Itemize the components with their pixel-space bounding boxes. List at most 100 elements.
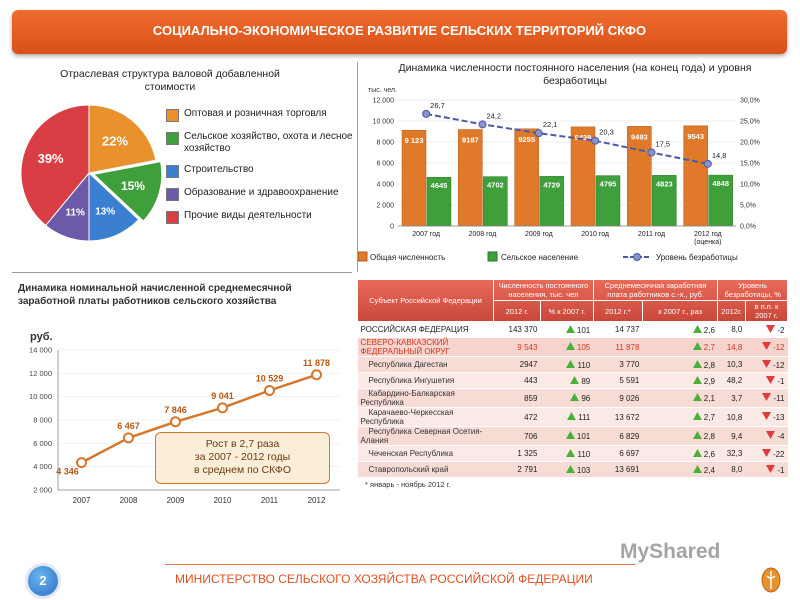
unemployment-label: 26,7 — [430, 101, 445, 110]
cell-unemployment: 3,7 — [731, 393, 743, 403]
cell-unemployment-pp: -13 — [772, 413, 785, 422]
table-cell: 3 770 — [593, 356, 643, 373]
y-axis-label: руб. — [30, 331, 53, 343]
x-tick-label: 2007 год — [412, 231, 440, 238]
cell-subject: СЕВЕРО-КАВКАЗСКИЙ ФЕДЕРАЛЬНЫЙ ОКРУГ — [360, 338, 450, 356]
table-cell: 89 — [540, 372, 594, 389]
table-cell: -1 — [745, 461, 788, 478]
growth-callout-line: за 2007 - 2012 годы — [194, 451, 291, 463]
trend-up-icon — [692, 431, 702, 439]
trend-up-icon — [565, 464, 575, 473]
th-salary: Среднемесячная заработная плата работник… — [592, 279, 719, 301]
table-cell: 443 — [493, 372, 541, 389]
page-title: СОЦИАЛЬНО-ЭКОНОМИЧЕСКОЕ РАЗВИТИЕ СЕЛЬСКИ… — [152, 23, 647, 38]
x-tick-note: (оценка) — [694, 239, 721, 246]
cell-salary: 14 737 — [614, 325, 640, 334]
unemployment-point — [534, 129, 543, 138]
cell-unemployment-pp: -1 — [777, 376, 785, 386]
table-cell: -22 — [745, 445, 788, 462]
cell-salary-times: 2,8 — [703, 432, 715, 441]
legend-swatch — [358, 251, 368, 262]
th-un-pp: в п.п. к 2007 г. — [744, 300, 789, 322]
salary-value-label: 4 346 — [56, 467, 79, 477]
x-tick-label: 2010 — [214, 496, 232, 505]
table-cell: Республика Дагестан — [357, 356, 494, 373]
th-unemployment: Уровень безработицы, % — [717, 279, 788, 301]
table-cell: РОССИЙСКАЯ ФЕДЕРАЦИЯ — [357, 321, 494, 338]
unemployment-label: 14,8 — [712, 151, 727, 160]
title-banner: СОЦИАЛЬНО-ЭКОНОМИЧЕСКОЕ РАЗВИТИЕ СЕЛЬСКИ… — [12, 10, 787, 54]
cell-population: 1 325 — [517, 449, 538, 458]
population-chart-title: Динамика численности постоянного населен… — [398, 62, 752, 87]
table-row: РОССИЙСКАЯ ФЕДЕРАЦИЯ 143 370 101 14 737 2,… — [357, 321, 788, 338]
cell-population: 472 — [524, 412, 538, 422]
table-row: Кабардино-Балкарская Республика 859 96 9 0… — [357, 388, 788, 408]
unemployment-label: 24,2 — [487, 111, 502, 120]
trend-down-icon — [761, 359, 771, 368]
bar-total — [514, 128, 539, 227]
pie-legend-label: Прочие виды деятельности — [184, 210, 312, 221]
y-tick-label: 10 000 — [29, 392, 52, 401]
x-tick-label: 2008 год — [469, 231, 497, 238]
cell-population-pct: 101 — [576, 325, 591, 335]
unemployment-label: 17,5 — [656, 140, 671, 149]
y-tick-label: 4 000 — [33, 462, 52, 471]
cell-salary: 6 829 — [619, 431, 640, 441]
th-un-2012: 2012г. — [717, 300, 746, 322]
cell-unemployment: 10,3 — [726, 360, 743, 369]
bar-total-label: 9439 — [575, 133, 592, 142]
trend-down-icon — [766, 375, 776, 384]
bar-total — [570, 126, 596, 227]
cell-salary: 11 878 — [615, 342, 640, 352]
pie-legend-label: Сельское хозяйство, охота и лесное хозяй… — [184, 131, 353, 154]
cell-population-pct: 96 — [581, 394, 591, 403]
table-cell: 1 325 — [493, 445, 541, 462]
table-cell: 14 737 — [593, 321, 643, 338]
salary-point — [76, 457, 87, 469]
cell-unemployment: 32,3 — [726, 449, 743, 458]
y-tick-label: 2 000 — [376, 203, 394, 210]
salary-chart-title: Динамика номинальной начисленной среднем… — [18, 283, 292, 307]
ministry-emblem-icon — [761, 567, 781, 593]
salary-value-label: 10 529 — [256, 373, 284, 383]
table-cell: 13 691 — [593, 461, 643, 478]
cell-unemployment-pp: -2 — [777, 325, 785, 335]
table-cell: Ставропольский край — [357, 461, 494, 478]
pie-legend-item: Оптовая и розничная торговля — [166, 108, 356, 122]
x-tick-label: 2007 — [73, 496, 91, 505]
y2-tick-label: 0,0% — [740, 224, 756, 231]
trend-up-icon — [692, 464, 702, 473]
y2-tick-label: 30,0% — [740, 98, 760, 105]
cell-salary: 5 591 — [619, 376, 640, 385]
table-cell: Республика Ингушетия — [357, 372, 494, 389]
cell-population-pct: 110 — [577, 360, 591, 370]
x-tick-label: 2012 — [308, 496, 326, 505]
table-cell: 6 697 — [593, 445, 643, 462]
trend-up-icon — [565, 342, 575, 350]
unemployment-point — [422, 109, 431, 118]
legend-swatch — [166, 211, 179, 224]
pie-slice-label: 39% — [38, 151, 64, 166]
unemployment-label: 22,1 — [543, 120, 558, 129]
page-number-badge[interactable]: 2 — [28, 566, 58, 596]
salary-value-label: 9 041 — [211, 391, 234, 401]
y-tick-label: 12 000 — [373, 98, 395, 105]
trend-up-icon — [566, 359, 576, 368]
legend-label: Сельское население — [501, 253, 579, 262]
salary-point — [311, 369, 322, 381]
trend-up-icon — [565, 324, 575, 333]
table-row: Чеченская Республика 1 325 110 6 697 2,6 32… — [357, 445, 788, 462]
cell-population-pct: 105 — [576, 343, 591, 352]
y-tick-label: 6 000 — [33, 439, 52, 448]
population-chart: тыс. чел. 0 2 000 4 000 6 000 8 000 10 000 12 0… — [358, 87, 760, 262]
x-tick-label: 2009 год — [525, 231, 553, 238]
cell-salary-times: 2,6 — [703, 449, 715, 459]
cell-population: 2947 — [519, 360, 538, 369]
y-tick-label: 10 000 — [373, 119, 395, 126]
bar-rural-label: 4795 — [600, 180, 617, 189]
th-population: Численность постоянного населения, тыс. … — [493, 279, 594, 301]
pie-slice — [20, 104, 90, 227]
th-sal-2012: 2012 г.* — [592, 300, 643, 322]
pie-slice — [88, 104, 157, 174]
cell-unemployment-pp: -12 — [772, 360, 785, 370]
